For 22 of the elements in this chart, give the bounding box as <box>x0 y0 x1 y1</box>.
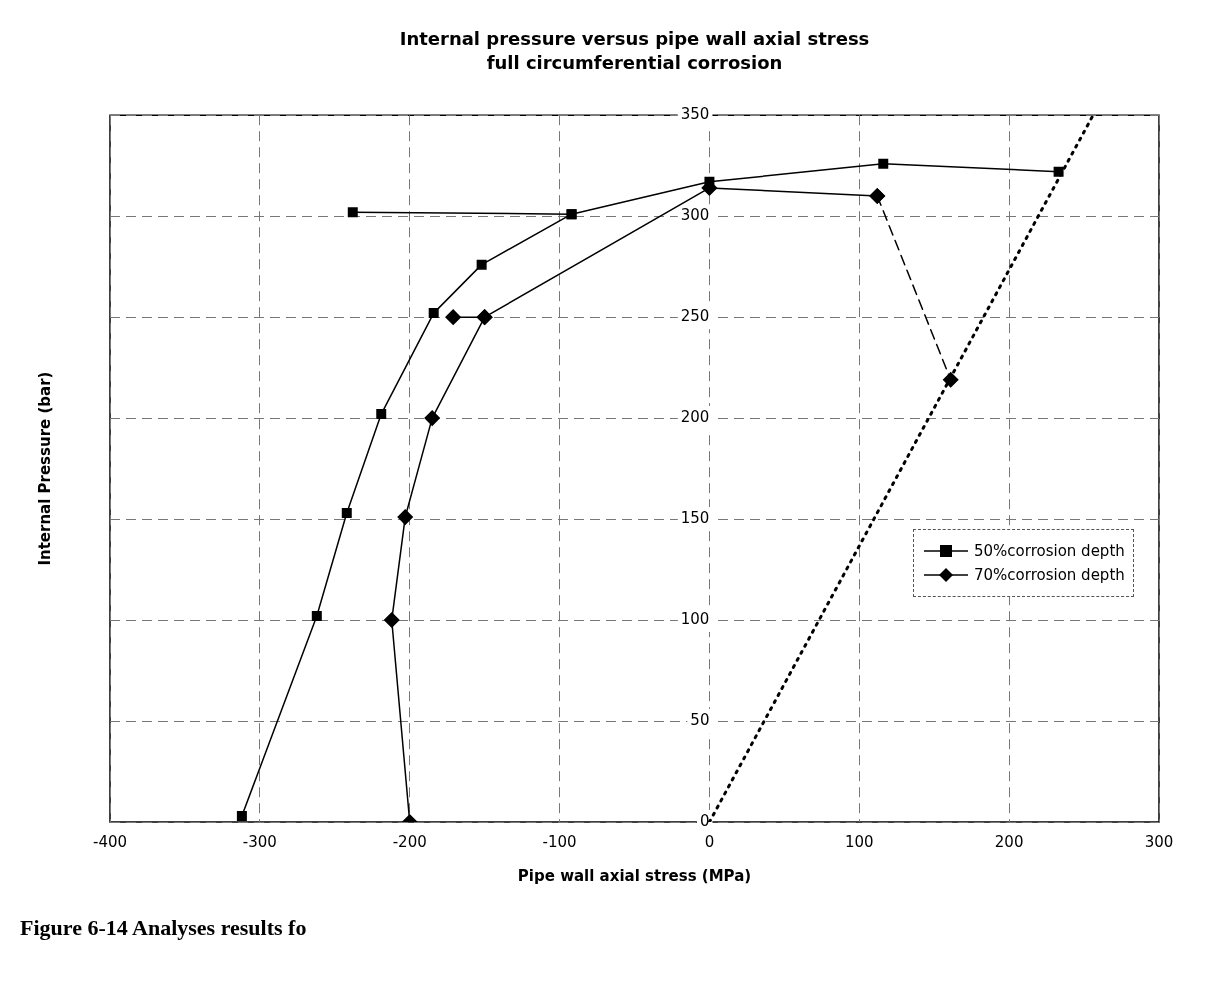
x-tick-label: 100 <box>844 832 874 851</box>
chart-subtitle: full circumferential corrosion <box>486 52 783 74</box>
y-tick-label: 100 <box>680 609 710 628</box>
y-tick-label: 50 <box>690 710 710 729</box>
y-tick-label: 300 <box>680 206 710 225</box>
x-tick-label: -200 <box>392 832 427 851</box>
chart-title: Internal pressure versus pipe wall axial stress <box>399 28 870 50</box>
y-tick-label: 200 <box>680 408 710 426</box>
legend-label: 70%corrosion depth <box>974 565 1125 584</box>
y-tick-label: 350 <box>680 105 710 124</box>
x-tick-label: 200 <box>994 832 1024 851</box>
y-axis-title: Internal Pressure (bar) <box>36 371 54 566</box>
x-tick-label: -400 <box>92 832 128 851</box>
x-axis-title: Pipe wall axial stress (MPa) <box>517 866 752 885</box>
caption: Figure 6-14 Analyses results fo <box>20 915 307 941</box>
x-tick-label: -300 <box>242 832 277 851</box>
x-tick-label: -100 <box>542 832 577 851</box>
y-tick-label: 150 <box>680 508 710 527</box>
y-tick-label: 0 <box>699 811 710 830</box>
x-tick-label: 300 <box>1144 832 1174 851</box>
y-tick-label: 250 <box>680 307 710 326</box>
legend-label: 50%corrosion depth <box>974 541 1125 560</box>
